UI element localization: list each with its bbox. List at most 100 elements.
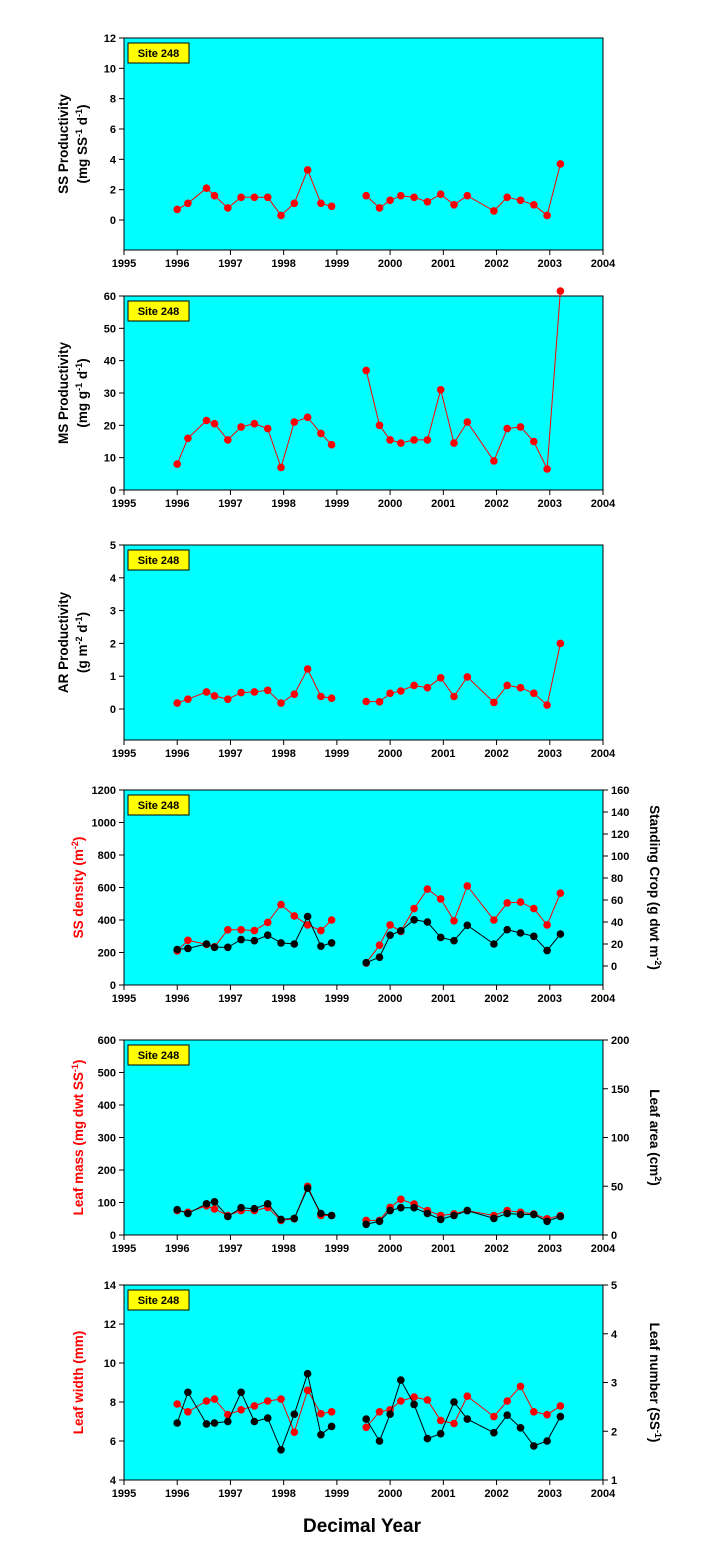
- data-point: [317, 1430, 325, 1439]
- data-point: [516, 683, 525, 692]
- x-tick-label: 1998: [271, 498, 295, 510]
- data-point: [530, 689, 538, 698]
- data-point: [543, 701, 551, 709]
- x-tick-label: 2001: [431, 748, 455, 760]
- data-point: [277, 1446, 285, 1454]
- data-point: [263, 931, 272, 939]
- data-point: [237, 926, 245, 934]
- data-point: [327, 916, 336, 924]
- y-tick-label: 6: [110, 124, 116, 136]
- data-point: [503, 1411, 512, 1419]
- data-point: [503, 193, 512, 202]
- x-tick-label: 1999: [325, 1488, 349, 1500]
- x-tick-label: 1999: [325, 1243, 349, 1255]
- data-point: [173, 1400, 181, 1408]
- y-axis-label: AR Productivity: [56, 591, 71, 693]
- x-tick-label: 1997: [218, 1488, 242, 1500]
- x-tick-label: 1997: [218, 258, 242, 270]
- data-point: [210, 1419, 219, 1427]
- y-tick-label: 500: [98, 1068, 116, 1080]
- data-point: [556, 160, 565, 168]
- y-tick-label: 0: [110, 980, 116, 992]
- data-point: [375, 941, 384, 949]
- y-tick-label: 20: [104, 420, 116, 432]
- x-tick-label: 2001: [431, 1488, 455, 1500]
- y2-tick-label: 2: [611, 1426, 617, 1438]
- data-point: [317, 1209, 325, 1218]
- data-point: [210, 1205, 219, 1213]
- x-tick-label: 2004: [591, 748, 616, 760]
- data-point: [303, 1184, 312, 1192]
- y2-axis-label: Standing Crop (g dwt m-2): [647, 805, 663, 970]
- y2-tick-label: 100: [611, 1133, 629, 1145]
- site-label-box: [127, 794, 190, 816]
- data-point: [450, 1211, 458, 1220]
- data-point: [450, 692, 458, 701]
- data-point: [423, 1209, 432, 1218]
- y-tick-label: 14: [104, 1280, 117, 1292]
- data-point: [436, 933, 445, 942]
- x-tick-label: 1995: [112, 993, 136, 1005]
- data-point: [202, 688, 211, 696]
- y-tick-label: 5: [110, 540, 116, 552]
- data-point: [184, 199, 192, 208]
- data-point: [303, 665, 312, 673]
- y-tick-label: 60: [104, 291, 116, 303]
- data-point: [375, 421, 384, 430]
- data-point: [184, 695, 192, 703]
- data-point: [516, 1210, 525, 1219]
- y-tick-label: 3: [110, 606, 116, 618]
- x-tick-label: 1999: [325, 993, 349, 1005]
- data-point: [436, 1429, 445, 1438]
- data-point: [290, 940, 299, 948]
- x-tick-label: 2004: [591, 498, 616, 510]
- x-axis-title: Decimal Year: [303, 1516, 422, 1537]
- data-point: [210, 692, 219, 700]
- y2-tick-label: 0: [611, 961, 617, 973]
- data-point: [237, 193, 245, 202]
- data-point: [303, 912, 312, 921]
- data-point: [516, 423, 525, 431]
- x-tick-label: 2002: [484, 498, 508, 510]
- data-point: [173, 1419, 181, 1427]
- data-point: [202, 416, 211, 425]
- y-tick-label: 1000: [92, 818, 116, 830]
- chart-panel-4: 1995 1996 1997 1998 1999 2000 2001 2002 2003 2004…: [70, 785, 663, 1005]
- data-point: [250, 1402, 259, 1410]
- data-point: [317, 199, 325, 208]
- data-point: [530, 201, 538, 209]
- x-tick-label: 1999: [325, 258, 349, 270]
- data-point: [210, 1198, 219, 1206]
- data-point: [530, 932, 538, 941]
- data-point: [530, 904, 538, 913]
- data-point: [410, 904, 418, 913]
- x-tick-label: 1998: [271, 993, 295, 1005]
- data-point: [397, 1203, 405, 1212]
- data-point: [317, 942, 325, 950]
- y-axis-label: (mg g-1 d-1): [74, 358, 90, 427]
- data-point: [290, 418, 299, 426]
- y2-tick-label: 120: [611, 829, 629, 841]
- data-point: [263, 424, 272, 433]
- data-point: [503, 1209, 512, 1218]
- site-label: Site 248: [138, 555, 180, 567]
- data-point: [423, 885, 432, 893]
- data-point: [375, 204, 384, 212]
- data-point: [516, 1382, 525, 1391]
- data-point: [224, 204, 232, 212]
- data-point: [490, 457, 498, 465]
- x-tick-label: 1999: [325, 748, 349, 760]
- data-point: [202, 1397, 211, 1405]
- x-tick-label: 2002: [484, 1488, 508, 1500]
- data-point: [303, 921, 312, 929]
- y2-tick-label: 3: [611, 1378, 617, 1390]
- data-point: [210, 419, 219, 428]
- x-tick-label: 2002: [484, 1243, 508, 1255]
- plot-area: [123, 295, 604, 491]
- data-point: [436, 1215, 445, 1224]
- data-point: [224, 695, 232, 703]
- y2-axis-label: Leaf number (SS-1): [647, 1323, 663, 1443]
- y-axis-label: Leaf width (mm): [71, 1331, 86, 1435]
- data-point: [173, 205, 181, 214]
